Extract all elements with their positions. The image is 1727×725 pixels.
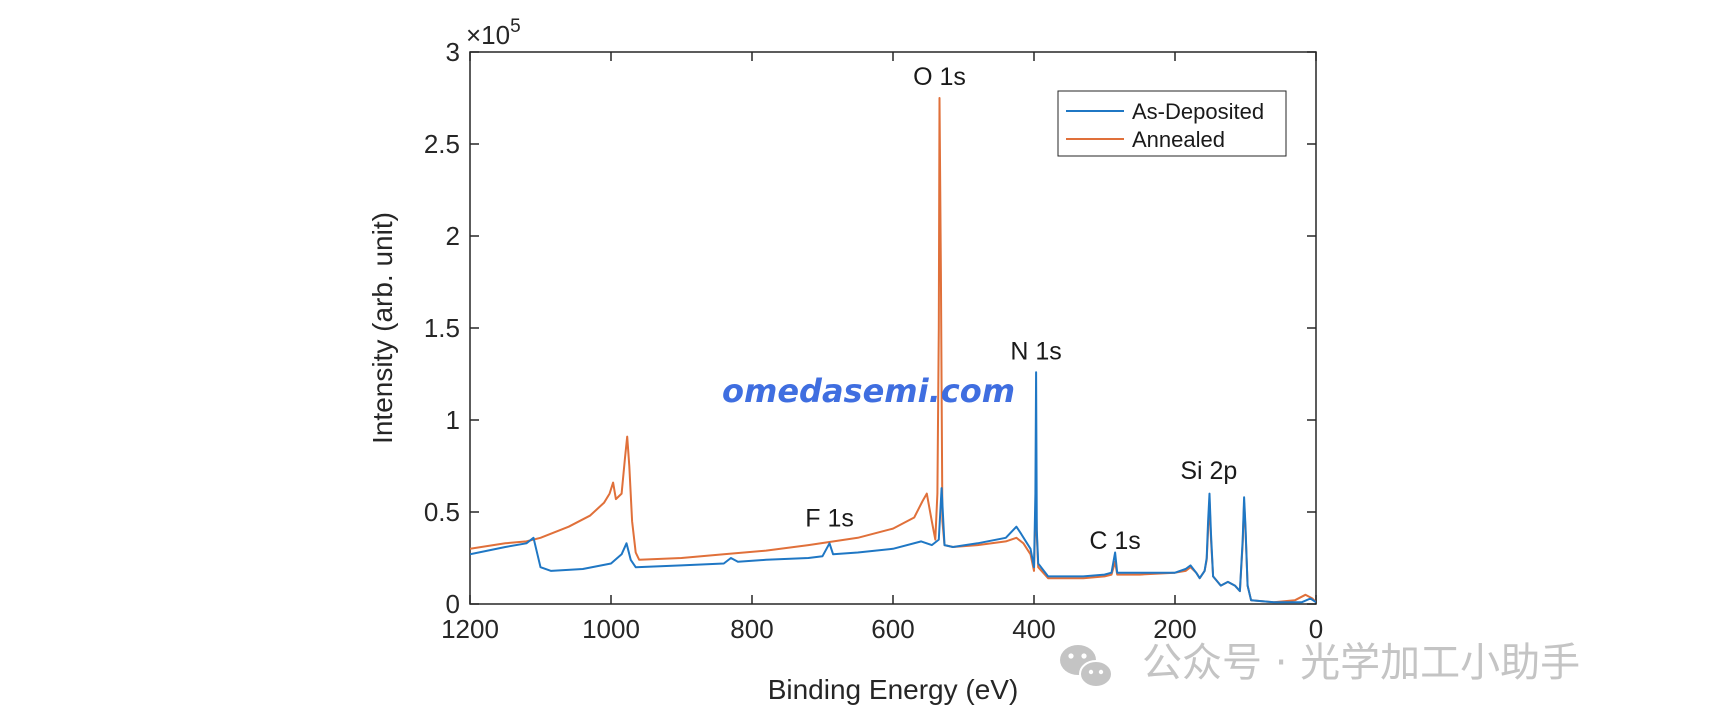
legend-label: As-Deposited [1132, 99, 1264, 124]
y-tick-label: 1.5 [424, 313, 460, 343]
series-line-as-deposited [470, 371, 1316, 604]
y-axis: 0 0.5 1 1.5 2 2.5 3 [424, 37, 1316, 619]
y-tick-label: 0.5 [424, 497, 460, 527]
peak-label: O 1s [913, 63, 966, 91]
y-tick-label: 0 [446, 589, 460, 619]
x-tick-label: 600 [871, 614, 914, 644]
x-tick-label: 1200 [441, 614, 499, 644]
y-axis-label: Intensity (arb. unit) [367, 212, 398, 444]
x-tick-label: 0 [1309, 614, 1323, 644]
legend-label: Annealed [1132, 127, 1225, 152]
x-tick-label: 400 [1012, 614, 1055, 644]
peak-labels: O 1s N 1s F 1s C 1s Si 2p [805, 63, 1237, 555]
x-tick-label: 800 [730, 614, 773, 644]
peak-label: N 1s [1010, 337, 1061, 365]
y-tick-label: 2 [446, 221, 460, 251]
x-axis: 1200 1000 800 600 400 200 0 [441, 52, 1323, 644]
legend: As-Deposited Annealed [1057, 90, 1287, 157]
y-multiplier: ×105 [466, 16, 521, 50]
x-axis-label: Binding Energy (eV) [768, 674, 1019, 705]
wechat-watermark: 公众号 · 光学加工小助手 [1142, 640, 1580, 686]
y-tick-label: 3 [446, 37, 460, 67]
peak-label: F 1s [805, 505, 854, 533]
x-tick-label: 200 [1153, 614, 1196, 644]
y-tick-label: 1 [446, 405, 460, 435]
peak-label: Si 2p [1180, 457, 1237, 485]
site-watermark: omedasemi.com [722, 372, 1015, 410]
series-layer [470, 97, 1316, 604]
x-tick-label: 1000 [582, 614, 640, 644]
series-line-annealed [470, 97, 1316, 604]
y-tick-label: 2.5 [424, 129, 460, 159]
wechat-icon [1060, 645, 1113, 688]
legend-box [1057, 90, 1287, 157]
peak-label: C 1s [1089, 527, 1140, 555]
